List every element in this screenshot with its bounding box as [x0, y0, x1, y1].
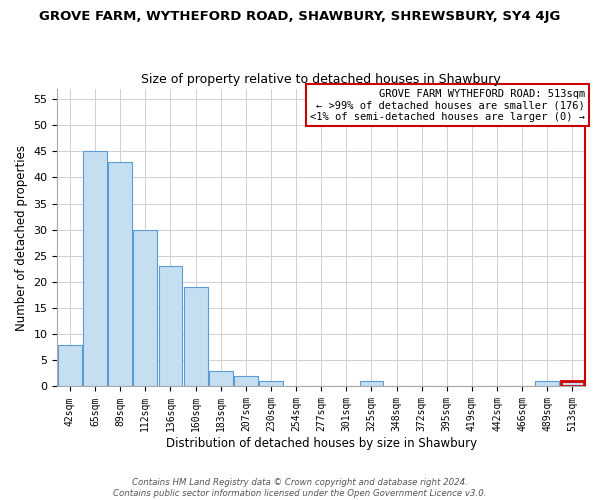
X-axis label: Distribution of detached houses by size in Shawbury: Distribution of detached houses by size …	[166, 437, 477, 450]
Bar	[108, 162, 132, 386]
Bar	[560, 381, 584, 386]
Y-axis label: Number of detached properties: Number of detached properties	[15, 144, 28, 330]
Bar	[133, 230, 157, 386]
Bar	[158, 266, 182, 386]
Bar	[234, 376, 258, 386]
Text: GROVE FARM WYTHEFORD ROAD: 513sqm
← >99% of detached houses are smaller (176)
<1: GROVE FARM WYTHEFORD ROAD: 513sqm ← >99%…	[310, 88, 585, 122]
Bar	[58, 344, 82, 387]
Bar	[535, 381, 559, 386]
Text: GROVE FARM, WYTHEFORD ROAD, SHAWBURY, SHREWSBURY, SY4 4JG: GROVE FARM, WYTHEFORD ROAD, SHAWBURY, SH…	[40, 10, 560, 23]
Bar	[259, 381, 283, 386]
Bar	[184, 287, 208, 386]
Bar	[83, 152, 107, 386]
Text: Contains HM Land Registry data © Crown copyright and database right 2024.
Contai: Contains HM Land Registry data © Crown c…	[113, 478, 487, 498]
Title: Size of property relative to detached houses in Shawbury: Size of property relative to detached ho…	[142, 73, 501, 86]
Bar	[359, 381, 383, 386]
Bar	[209, 371, 233, 386]
